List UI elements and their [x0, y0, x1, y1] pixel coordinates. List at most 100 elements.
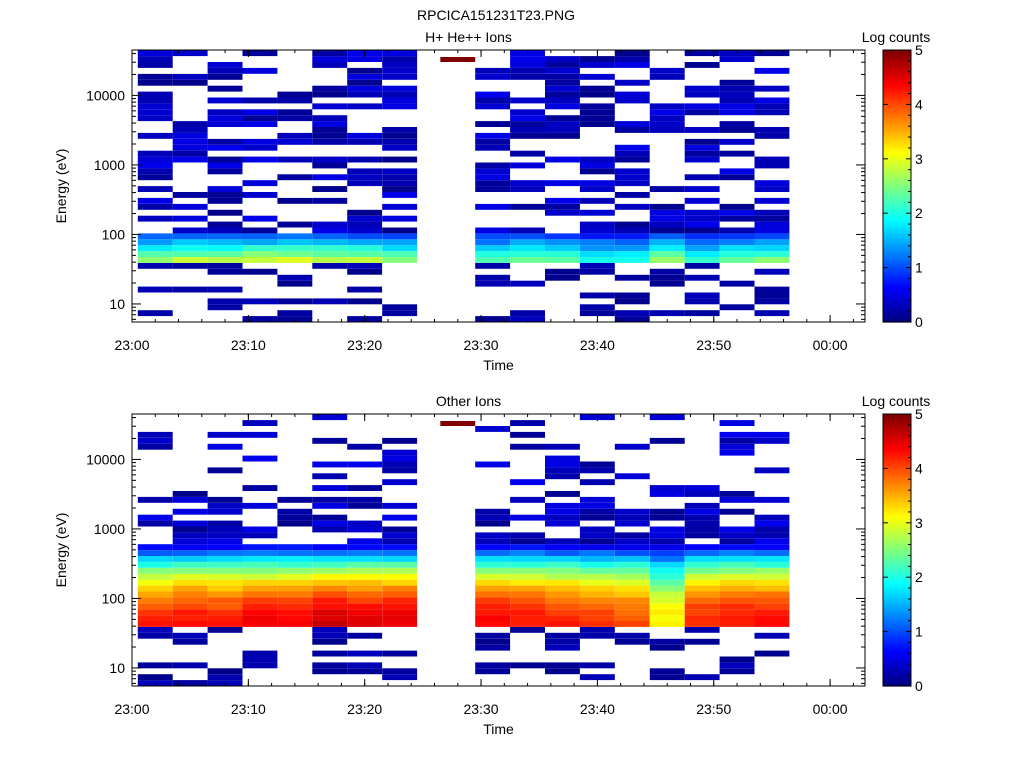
heatmap-cell	[137, 597, 173, 604]
heatmap-cell	[312, 520, 348, 527]
heatmap-cell	[137, 168, 173, 175]
heatmap-cell	[347, 132, 383, 139]
heatmap-cell	[545, 85, 580, 92]
heatmap-cell	[475, 227, 511, 234]
heatmap-cell	[614, 150, 650, 157]
heatmap-cell	[475, 573, 511, 580]
heatmap-cell	[137, 615, 173, 621]
heatmap-cell	[545, 257, 580, 263]
heatmap-cell	[475, 203, 511, 210]
heatmap-cell	[614, 203, 650, 210]
heatmap-cell	[545, 561, 580, 568]
heatmap-cell	[347, 567, 383, 574]
heatmap-cell	[242, 109, 278, 116]
heatmap-cell	[754, 556, 790, 562]
heatmap-cell	[545, 508, 580, 515]
heatmap-cell	[137, 496, 173, 503]
heatmap-cell	[719, 280, 755, 287]
heatmap-cell	[347, 550, 383, 556]
heatmap-cell	[382, 437, 418, 444]
heatmap-cell	[207, 544, 243, 551]
heatmap-cell	[347, 609, 383, 616]
heatmap-cell	[510, 239, 545, 246]
heatmap-cell	[579, 461, 615, 468]
heatmap-cell	[649, 556, 685, 562]
high-energy-marker	[440, 57, 476, 62]
colorbar-tick-label: 2	[915, 569, 923, 585]
heatmap-cell	[649, 203, 685, 210]
heatmap-cell	[649, 437, 685, 444]
heatmap-cell	[475, 615, 511, 621]
heatmap-cell	[475, 544, 511, 551]
heatmap-cell	[579, 85, 615, 92]
heatmap-cell	[347, 579, 383, 586]
heatmap-cell	[242, 532, 278, 539]
heatmap-cell	[475, 508, 511, 515]
heatmap-cell	[579, 556, 615, 562]
heatmap-cell	[172, 138, 208, 145]
heatmap-cell	[137, 544, 173, 551]
y-axis-label: Energy (eV)	[53, 513, 69, 588]
heatmap-cell	[207, 298, 243, 305]
heatmap-cell	[347, 268, 383, 275]
heatmap-cell	[614, 621, 650, 627]
heatmap-cell	[347, 615, 383, 621]
heatmap-cell	[545, 603, 580, 610]
heatmap-cell	[719, 615, 755, 621]
panel-title: Other Ions	[436, 393, 501, 409]
heatmap-cell	[137, 603, 173, 610]
heatmap-cell	[347, 573, 383, 580]
heatmap-cell	[137, 156, 173, 163]
colorbar-tick-label: 4	[915, 460, 923, 476]
heatmap-cell	[277, 609, 313, 616]
heatmap-cell	[347, 485, 383, 491]
heatmap-cell	[614, 221, 650, 228]
heatmap-cell	[347, 443, 383, 450]
heatmap-cell	[579, 615, 615, 621]
heatmap-cell	[545, 491, 580, 497]
heatmap-cell	[649, 268, 685, 275]
heatmap-cell	[684, 227, 720, 234]
heatmap-cell	[207, 561, 243, 568]
heatmap-cell	[545, 514, 580, 521]
heatmap-cell	[614, 50, 650, 57]
heatmap-cell	[510, 609, 545, 616]
heatmap-cell	[277, 621, 313, 627]
heatmap-cell	[754, 132, 790, 139]
heatmap-cell	[510, 585, 545, 592]
heatmap-cell	[382, 550, 418, 556]
heatmap-cell	[754, 103, 790, 110]
heatmap-cell	[475, 561, 511, 568]
heatmap-cell	[510, 431, 545, 438]
heatmap-cell	[545, 585, 580, 592]
heatmap-cell	[172, 491, 208, 497]
colorbar: 0 1 2 3 4 5	[882, 406, 923, 694]
heatmap-cell	[684, 221, 720, 228]
heatmap-cell	[475, 186, 511, 192]
heatmap-cell	[382, 91, 418, 98]
heatmap-cell	[172, 520, 208, 527]
heatmap-cell	[614, 310, 650, 317]
heatmap-cell	[172, 121, 208, 127]
heatmap-cell	[754, 97, 790, 104]
heatmap-cell	[312, 638, 348, 645]
heatmap-cell	[382, 67, 418, 74]
heatmap-cell	[242, 455, 278, 462]
heatmap-cell	[510, 245, 545, 252]
heatmap-cell	[719, 91, 755, 98]
heatmap-cell	[382, 449, 418, 456]
heatmap-cell	[347, 174, 383, 181]
heatmap-cell	[277, 520, 313, 527]
heatmap-cell	[347, 544, 383, 551]
heatmap-cell	[649, 644, 685, 651]
heatmap-cell	[277, 573, 313, 580]
heatmap-cell	[545, 638, 580, 645]
heatmap-cell	[545, 203, 580, 210]
heatmap-cell	[382, 257, 418, 263]
heatmap-cell	[545, 67, 580, 74]
heatmap-cell	[207, 567, 243, 574]
heatmap-cell	[649, 674, 685, 681]
heatmap-cell	[137, 674, 173, 681]
heatmap-cell	[754, 532, 790, 539]
heatmap-cell	[510, 162, 545, 169]
